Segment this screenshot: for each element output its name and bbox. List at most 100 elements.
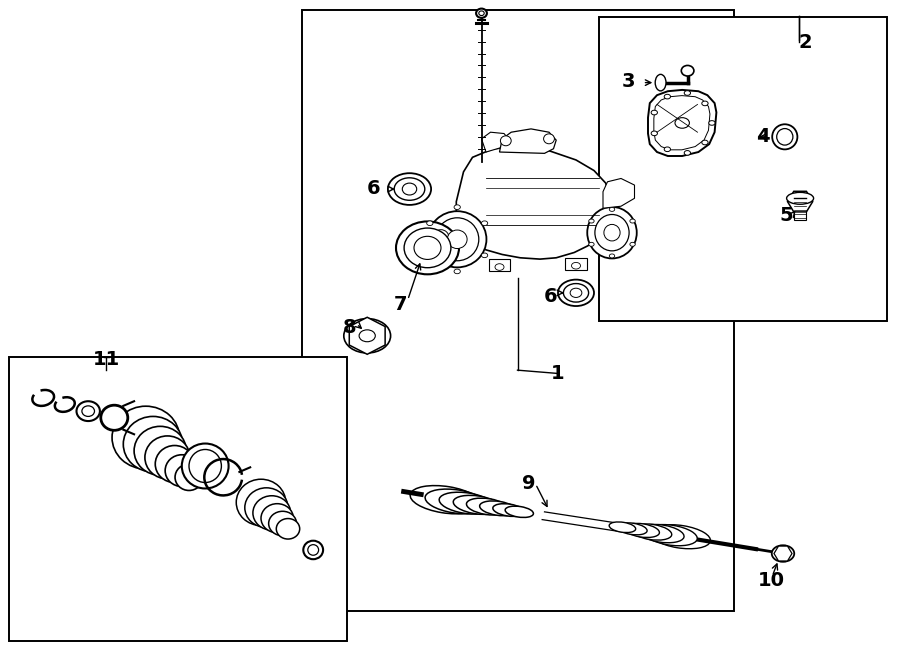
Ellipse shape: [176, 464, 203, 490]
Polygon shape: [482, 132, 508, 152]
Ellipse shape: [624, 524, 660, 537]
Ellipse shape: [563, 284, 589, 302]
Ellipse shape: [604, 224, 620, 241]
Ellipse shape: [772, 124, 797, 149]
Ellipse shape: [425, 489, 487, 514]
Ellipse shape: [589, 243, 594, 247]
Polygon shape: [603, 178, 634, 208]
Ellipse shape: [155, 446, 194, 483]
Ellipse shape: [571, 288, 582, 297]
Ellipse shape: [269, 512, 297, 535]
Ellipse shape: [684, 91, 690, 95]
Ellipse shape: [493, 504, 525, 516]
Ellipse shape: [276, 518, 300, 539]
Bar: [489, 259, 510, 271]
Ellipse shape: [236, 479, 286, 525]
Ellipse shape: [589, 219, 594, 223]
Polygon shape: [788, 191, 813, 212]
Ellipse shape: [455, 225, 472, 251]
Ellipse shape: [439, 492, 494, 514]
Ellipse shape: [651, 131, 657, 136]
Ellipse shape: [664, 95, 670, 99]
Ellipse shape: [428, 211, 486, 267]
Polygon shape: [648, 90, 716, 156]
Ellipse shape: [495, 264, 504, 270]
Bar: [565, 258, 587, 270]
Ellipse shape: [702, 101, 708, 106]
Ellipse shape: [772, 545, 794, 562]
Ellipse shape: [303, 541, 323, 559]
Text: 9: 9: [522, 475, 536, 493]
Ellipse shape: [394, 178, 425, 200]
Ellipse shape: [702, 140, 708, 145]
Ellipse shape: [396, 221, 459, 274]
Text: 10: 10: [758, 571, 785, 590]
Bar: [794, 202, 806, 220]
Polygon shape: [456, 147, 610, 259]
Ellipse shape: [454, 495, 501, 514]
Ellipse shape: [664, 147, 670, 151]
Ellipse shape: [427, 253, 433, 258]
Bar: [9, 357, 346, 641]
Ellipse shape: [454, 269, 460, 274]
Ellipse shape: [544, 134, 554, 143]
Ellipse shape: [245, 488, 288, 527]
Ellipse shape: [651, 525, 710, 549]
Ellipse shape: [572, 262, 580, 269]
Ellipse shape: [101, 405, 128, 430]
Ellipse shape: [482, 253, 488, 258]
Ellipse shape: [454, 205, 460, 210]
Text: 5: 5: [779, 206, 794, 225]
Ellipse shape: [261, 504, 293, 533]
Ellipse shape: [675, 118, 689, 128]
Ellipse shape: [617, 523, 647, 535]
Ellipse shape: [655, 74, 666, 91]
Ellipse shape: [388, 173, 431, 205]
Ellipse shape: [166, 455, 199, 486]
Ellipse shape: [709, 121, 715, 126]
Ellipse shape: [344, 319, 391, 353]
Ellipse shape: [414, 237, 441, 259]
Ellipse shape: [500, 136, 511, 146]
Text: 2: 2: [798, 34, 813, 52]
Text: 8: 8: [342, 318, 356, 336]
Polygon shape: [774, 546, 792, 561]
Ellipse shape: [681, 65, 694, 76]
Ellipse shape: [609, 208, 615, 212]
Ellipse shape: [112, 406, 180, 469]
Ellipse shape: [587, 207, 637, 258]
Ellipse shape: [436, 217, 479, 260]
Ellipse shape: [480, 501, 517, 516]
Ellipse shape: [182, 444, 229, 488]
Ellipse shape: [145, 436, 190, 479]
Ellipse shape: [684, 151, 690, 155]
Ellipse shape: [630, 219, 635, 223]
Ellipse shape: [638, 524, 684, 543]
Ellipse shape: [447, 230, 467, 249]
Ellipse shape: [410, 486, 481, 514]
Text: 6: 6: [544, 287, 558, 305]
Ellipse shape: [787, 192, 814, 204]
Ellipse shape: [359, 330, 375, 342]
Ellipse shape: [609, 254, 615, 258]
Bar: [302, 10, 734, 611]
Ellipse shape: [630, 243, 635, 247]
Ellipse shape: [482, 221, 488, 225]
Ellipse shape: [189, 449, 221, 483]
Ellipse shape: [476, 9, 487, 18]
Ellipse shape: [651, 110, 657, 115]
Text: 11: 11: [93, 350, 120, 369]
Polygon shape: [542, 512, 680, 541]
Polygon shape: [349, 317, 385, 354]
Ellipse shape: [134, 426, 186, 475]
Ellipse shape: [428, 225, 454, 251]
Text: 7: 7: [394, 295, 407, 313]
Ellipse shape: [479, 11, 484, 15]
Text: 3: 3: [621, 72, 634, 91]
Ellipse shape: [82, 406, 94, 416]
Ellipse shape: [404, 228, 451, 268]
Polygon shape: [654, 96, 710, 150]
Polygon shape: [416, 225, 464, 251]
Ellipse shape: [433, 229, 449, 246]
Polygon shape: [500, 129, 556, 153]
